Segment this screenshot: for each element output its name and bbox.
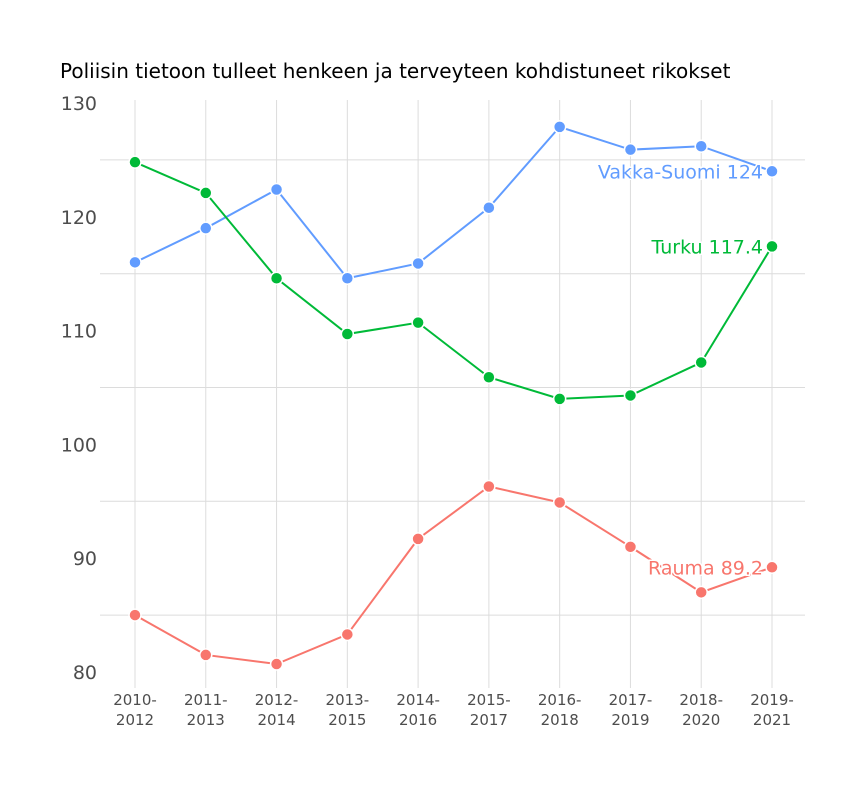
data-point	[623, 142, 638, 157]
x-tick-label: 2015	[328, 711, 366, 729]
series-end-label: Rauma 89.2	[648, 557, 763, 579]
data-point	[340, 327, 355, 341]
data-point	[694, 139, 708, 153]
data-point	[482, 200, 496, 215]
series-line-rauma	[134, 485, 773, 666]
x-tick-label: 2013-	[326, 691, 370, 709]
x-tick-label: 2017-	[609, 691, 653, 709]
x-tick-label: 2017	[470, 711, 508, 729]
data-point	[623, 540, 638, 554]
data-point	[269, 182, 284, 197]
x-tick-label: 2012	[116, 711, 154, 729]
y-tick-label: 80	[73, 662, 97, 684]
x-tick-label: 2015-	[467, 691, 511, 709]
data-point	[694, 355, 708, 370]
x-tick-label: 2018-	[679, 691, 723, 709]
data-point	[411, 315, 425, 330]
data-point	[128, 608, 142, 622]
chart-title: Poliisin tietoon tulleet henkeen ja terv…	[60, 59, 731, 83]
x-tick-label: 2010-	[113, 691, 157, 709]
x-tick-label: 2020	[682, 711, 720, 729]
x-tick-label: 2013	[187, 711, 225, 729]
data-point	[340, 271, 355, 286]
data-point	[552, 120, 567, 134]
data-point	[482, 370, 496, 385]
x-tick-label: 2016-	[538, 691, 582, 709]
data-point	[199, 221, 213, 235]
x-tick-label: 2011-	[184, 691, 228, 709]
series-end-label: Vakka-Suomi 124	[598, 161, 763, 183]
data-point	[765, 164, 779, 179]
data-point	[411, 256, 425, 271]
data-point	[623, 388, 638, 403]
data-point	[765, 560, 779, 575]
x-tick-label: 2018	[541, 711, 579, 729]
series-line-vakka-suomi	[134, 125, 773, 280]
data-point	[765, 239, 779, 254]
x-tick-label: 2016	[399, 711, 437, 729]
y-tick-label: 100	[61, 434, 97, 456]
y-tick-label: 130	[61, 93, 97, 115]
x-tick-label: 2021	[753, 711, 791, 729]
x-tick-label: 2012-	[255, 691, 299, 709]
y-tick-label: 90	[73, 548, 97, 570]
x-tick-label: 2014	[257, 711, 295, 729]
data-point	[269, 657, 284, 671]
data-point	[411, 532, 425, 546]
series-line-turku	[134, 161, 773, 400]
data-point	[552, 495, 567, 510]
series-end-label: Turku 117.4	[651, 236, 763, 258]
x-tick-label: 2014-	[396, 691, 440, 709]
data-point	[199, 648, 213, 662]
data-point	[340, 627, 355, 642]
y-tick-label: 110	[61, 321, 97, 343]
data-point	[199, 186, 213, 200]
data-point	[128, 155, 142, 169]
data-point	[128, 255, 142, 270]
y-tick-label: 120	[61, 207, 97, 229]
x-tick-label: 2019	[611, 711, 649, 729]
data-point	[269, 271, 284, 286]
data-point	[552, 392, 567, 406]
data-point	[482, 479, 496, 494]
data-point	[694, 585, 708, 600]
x-tick-label: 2019-	[750, 691, 794, 709]
